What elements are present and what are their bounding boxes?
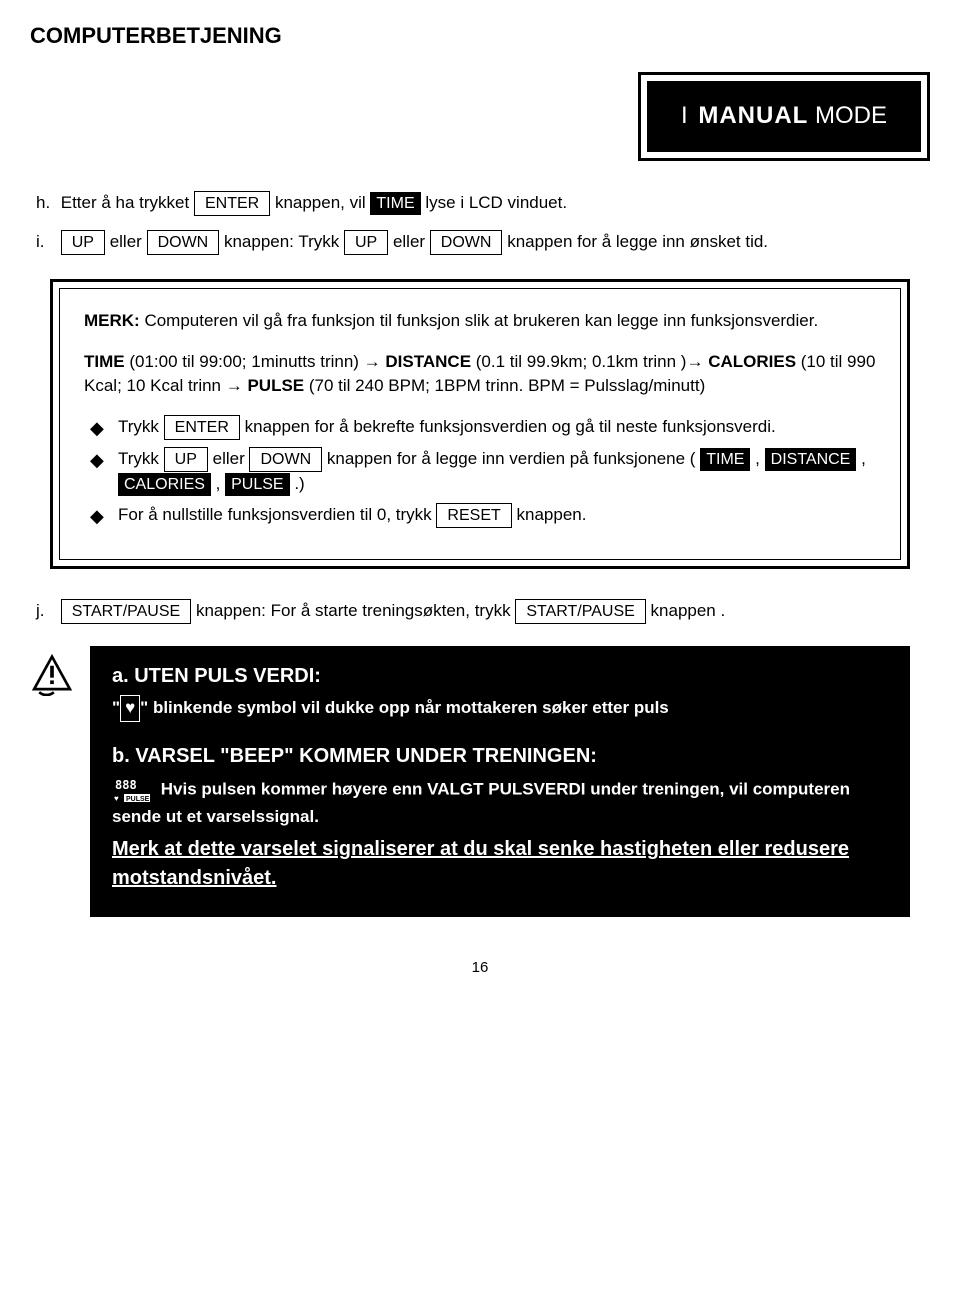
text: Etter å ha trykket bbox=[61, 193, 190, 212]
reset-button: RESET bbox=[436, 503, 511, 528]
line-j: j. START/PAUSE knappen: For å starte tre… bbox=[30, 599, 930, 624]
up-button: UP bbox=[164, 447, 208, 472]
text: (01:00 til 99:00; 1minutts trinn) → bbox=[125, 352, 386, 371]
warn-b-section: b. VARSEL "BEEP" KOMMER UNDER TRENINGEN:… bbox=[112, 742, 888, 894]
text: knappen for å bekrefte funksjonsverdien … bbox=[245, 417, 776, 436]
text: lyse i LCD vinduet. bbox=[425, 193, 567, 212]
mode-banner: I MANUAL MODE bbox=[638, 72, 930, 161]
bullet-content: Trykk UP eller DOWN knappen for å legge … bbox=[118, 447, 876, 497]
diamond-icon: ◆ bbox=[90, 503, 118, 529]
range-time: TIME bbox=[84, 352, 125, 371]
line-h: h. Etter å ha trykket ENTER knappen, vil… bbox=[30, 191, 930, 216]
warn-a-title: a. UTEN PULS VERDI: bbox=[112, 662, 888, 691]
callout-box: MERK: Computeren vil gå fra funksjon til… bbox=[50, 279, 910, 569]
start-pause-button: START/PAUSE bbox=[61, 599, 191, 624]
callout-inner: MERK: Computeren vil gå fra funksjon til… bbox=[59, 288, 901, 560]
text: .) bbox=[294, 474, 304, 493]
svg-text:888: 888 bbox=[115, 778, 137, 792]
down-button: DOWN bbox=[249, 447, 322, 472]
text: eller bbox=[110, 232, 142, 251]
text: blinkende symbol vil dukke opp når motta… bbox=[153, 698, 669, 717]
sep: , bbox=[861, 449, 866, 468]
mode-prefix: I bbox=[681, 102, 688, 129]
quote: " bbox=[112, 698, 120, 717]
range-distance: DISTANCE bbox=[385, 352, 471, 371]
range-calories: CALORIES bbox=[708, 352, 796, 371]
bullet-row: ◆ For å nullstille funksjonsverdien til … bbox=[90, 503, 876, 529]
marker-h: h. bbox=[36, 191, 56, 216]
bullet-content: For å nullstille funksjonsverdien til 0,… bbox=[118, 503, 876, 528]
up-button: UP bbox=[344, 230, 388, 255]
page-number: 16 bbox=[30, 957, 930, 979]
merk-label: MERK: bbox=[84, 311, 140, 330]
up-button: UP bbox=[61, 230, 105, 255]
text: Trykk bbox=[118, 417, 159, 436]
pulse-label: PULSE bbox=[225, 473, 289, 496]
heart-icon: ♥ bbox=[120, 695, 140, 722]
mode-suffix: MODE bbox=[815, 102, 887, 129]
svg-text:PULSE: PULSE bbox=[126, 796, 150, 803]
warn-b-note: Merk at dette varselet signaliserer at d… bbox=[112, 835, 888, 893]
warn-note-text: Merk at dette varselet signaliserer at d… bbox=[112, 838, 849, 889]
mode-main: MANUAL bbox=[698, 102, 808, 129]
enter-button: ENTER bbox=[194, 191, 270, 216]
down-button: DOWN bbox=[147, 230, 220, 255]
bullet-row: ◆ Trykk ENTER knappen for å bekrefte fun… bbox=[90, 415, 876, 441]
page-title: COMPUTERBETJENING bbox=[30, 20, 930, 52]
range-paragraph: TIME (01:00 til 99:00; 1minutts trinn) →… bbox=[84, 350, 876, 399]
text: knappen for å legge inn verdien på funks… bbox=[327, 449, 696, 468]
text: knappen . bbox=[651, 601, 726, 620]
text: knappen for å legge inn ønsket tid. bbox=[507, 232, 768, 251]
merk-paragraph: MERK: Computeren vil gå fra funksjon til… bbox=[84, 309, 876, 334]
range-pulse: PULSE bbox=[247, 376, 304, 395]
text: Hvis pulsen kommer høyere enn VALGT PULS… bbox=[112, 779, 850, 826]
line-i: i. UP eller DOWN knappen: Trykk UP eller… bbox=[30, 230, 930, 255]
bullet-content: Trykk ENTER knappen for å bekrefte funks… bbox=[118, 415, 876, 440]
time-label: TIME bbox=[370, 192, 420, 215]
marker-j: j. bbox=[36, 599, 56, 624]
mode-banner-container: I MANUAL MODE bbox=[30, 72, 930, 161]
text: knappen. bbox=[517, 505, 587, 524]
text: Trykk bbox=[118, 449, 159, 468]
text: eller bbox=[213, 449, 245, 468]
calories-label: CALORIES bbox=[118, 473, 211, 496]
warn-b-title: b. VARSEL "BEEP" KOMMER UNDER TRENINGEN: bbox=[112, 742, 888, 771]
svg-text:♥: ♥ bbox=[114, 794, 119, 803]
merk-text: Computeren vil gå fra funksjon til funks… bbox=[140, 311, 818, 330]
sep: , bbox=[755, 449, 760, 468]
bullet-list: ◆ Trykk ENTER knappen for å bekrefte fun… bbox=[84, 415, 876, 529]
diamond-icon: ◆ bbox=[90, 447, 118, 473]
warning-row: a. UTEN PULS VERDI: "♥" blinkende symbol… bbox=[30, 646, 930, 917]
pulse-display-icon: 888 ♥ PULSE bbox=[112, 775, 152, 805]
text: (70 til 240 BPM; 1BPM trinn. BPM = Pulss… bbox=[304, 376, 705, 395]
text: For å nullstille funksjonsverdien til 0,… bbox=[118, 505, 432, 524]
diamond-icon: ◆ bbox=[90, 415, 118, 441]
quote: " bbox=[140, 698, 153, 717]
bullet-row: ◆ Trykk UP eller DOWN knappen for å legg… bbox=[90, 447, 876, 497]
text: knappen: Trykk bbox=[224, 232, 339, 251]
text: knappen, vil bbox=[275, 193, 366, 212]
mode-banner-inner: I MANUAL MODE bbox=[647, 81, 921, 152]
sep: , bbox=[216, 474, 221, 493]
warning-icon bbox=[30, 646, 90, 704]
warn-a-text: "♥" blinkende symbol vil dukke opp når m… bbox=[112, 695, 888, 722]
start-pause-button: START/PAUSE bbox=[515, 599, 645, 624]
distance-label: DISTANCE bbox=[765, 448, 857, 471]
text: knappen: For å starte treningsøkten, try… bbox=[196, 601, 511, 620]
text: (0.1 til 99.9km; 0.1km trinn )→ bbox=[471, 352, 708, 371]
marker-i: i. bbox=[36, 230, 56, 255]
time-label: TIME bbox=[700, 448, 750, 471]
warning-box: a. UTEN PULS VERDI: "♥" blinkende symbol… bbox=[90, 646, 910, 917]
enter-button: ENTER bbox=[164, 415, 240, 440]
warn-b-text-row: 888 ♥ PULSE Hvis pulsen kommer høyere en… bbox=[112, 775, 888, 830]
down-button: DOWN bbox=[430, 230, 503, 255]
text: eller bbox=[393, 232, 425, 251]
